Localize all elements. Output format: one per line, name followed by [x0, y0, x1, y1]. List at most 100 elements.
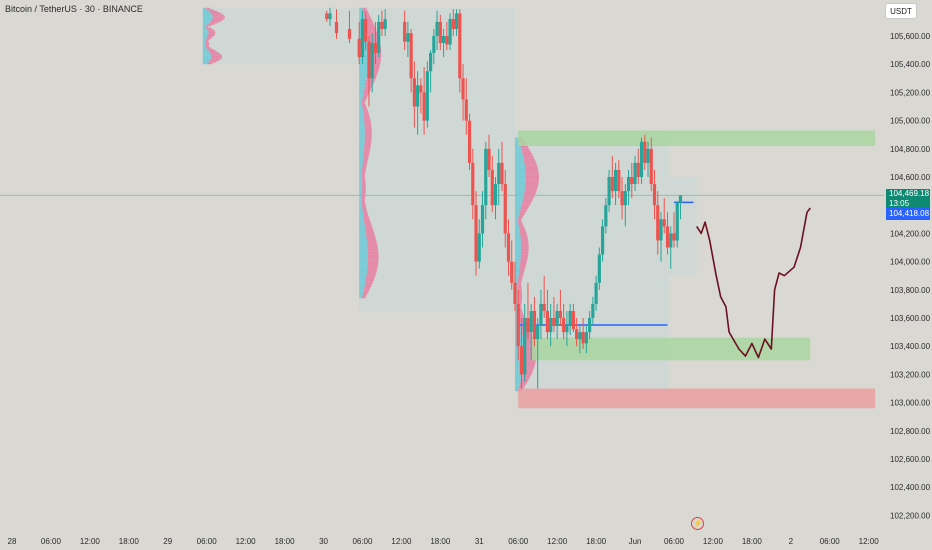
- volume-profile-bar: [518, 296, 523, 299]
- x-tick-label: 12:00: [236, 537, 257, 546]
- volume-profile-bar: [518, 274, 524, 276]
- volume-profile-bar: [359, 216, 364, 218]
- volume-profile-bar: [523, 341, 535, 344]
- volume-profile-bar: [359, 64, 369, 66]
- volume-profile-bar: [359, 145, 365, 148]
- volume-profile-bar: [359, 286, 365, 289]
- volume-profile-bar: [524, 189, 537, 192]
- candle-body: [630, 177, 634, 185]
- volume-profile-bar: [514, 158, 524, 161]
- volume-profile-bar: [363, 90, 370, 93]
- volume-profile-bar: [518, 291, 522, 293]
- volume-profile-bar: [359, 222, 365, 224]
- volume-profile-bar: [514, 182, 526, 185]
- volume-profile-bar: [514, 234, 521, 237]
- volume-profile-bar: [359, 133, 365, 135]
- volume-profile-bar: [367, 31, 378, 34]
- volume-profile-bar: [514, 380, 521, 382]
- volume-profile-bar: [518, 299, 522, 302]
- volume-profile-bar: [364, 133, 372, 135]
- volume-profile-bar: [205, 38, 210, 41]
- volume-profile-bar: [202, 28, 208, 31]
- flash-icon[interactable]: ⚡: [691, 517, 704, 530]
- volume-profile-bar: [523, 370, 533, 372]
- y-tick-label: 102,400.00: [890, 483, 931, 492]
- volume-profile-bar: [365, 226, 373, 228]
- volume-profile-bar: [211, 54, 222, 56]
- volume-profile-bar: [514, 358, 525, 361]
- volume-profile-bar: [514, 210, 520, 213]
- currency-button[interactable]: USDT: [885, 3, 917, 19]
- volume-profile-bar: [359, 127, 365, 130]
- candle-body: [562, 318, 566, 333]
- volume-profile-bar: [202, 34, 208, 36]
- volume-profile-bar: [359, 167, 363, 169]
- volume-profile-bar: [362, 212, 368, 214]
- volume-profile-bar: [359, 168, 363, 170]
- volume-profile-bar: [514, 309, 519, 311]
- volume-profile-bar: [523, 157, 534, 159]
- volume-profile-bar: [514, 351, 525, 354]
- volume-profile-bar: [202, 48, 208, 51]
- candle-body: [656, 205, 660, 241]
- candle-body: [578, 332, 582, 340]
- volume-profile-bar: [365, 231, 375, 234]
- volume-profile-bar: [522, 334, 532, 337]
- volume-profile-bar: [366, 240, 377, 242]
- volume-profile-bar: [365, 20, 373, 22]
- candle-body: [669, 233, 673, 248]
- volume-profile-bar: [364, 129, 372, 131]
- volume-profile-bar: [518, 301, 522, 303]
- volume-profile-bar: [368, 40, 380, 42]
- volume-profile-bar: [212, 14, 225, 17]
- volume-profile-bar: [514, 365, 524, 368]
- volume-profile-bar: [514, 261, 521, 263]
- candle-body: [471, 162, 475, 206]
- volume-profile-bar: [362, 169, 366, 172]
- candle-body: [373, 43, 378, 53]
- candle-body: [458, 13, 462, 79]
- candle-body: [526, 318, 530, 333]
- volume-profile-bar: [366, 237, 376, 240]
- volume-profile-bar: [359, 72, 368, 75]
- zone-demand-support: [531, 337, 811, 361]
- volume-profile-bar: [359, 271, 367, 273]
- volume-profile-bar: [514, 271, 520, 273]
- volume-profile-bar: [518, 216, 523, 218]
- volume-profile-bar: [525, 169, 539, 172]
- y-tick-label: 104,000.00: [890, 258, 931, 267]
- volume-profile-bar: [522, 372, 532, 375]
- volume-profile-bar: [359, 162, 363, 165]
- volume-profile-bar: [362, 105, 366, 107]
- volume-profile-bar: [359, 281, 366, 283]
- volume-profile-bar: [514, 374, 523, 376]
- candle-body: [474, 205, 478, 262]
- volume-profile-bar: [514, 157, 524, 159]
- volume-profile-bar: [517, 282, 522, 285]
- volume-profile-bar: [367, 258, 379, 261]
- candle-body: [480, 205, 485, 234]
- volume-profile-bar: [202, 57, 212, 59]
- volume-profile-bar: [524, 354, 537, 357]
- volume-profile-bar: [202, 24, 207, 27]
- volume-profile-bar: [364, 19, 372, 21]
- volume-profile-bar: [359, 210, 363, 213]
- volume-profile-bar: [359, 224, 365, 227]
- volume-profile-bar: [363, 219, 370, 221]
- volume-profile-bar: [359, 143, 365, 145]
- candle-body: [493, 184, 498, 206]
- volume-profile-bar: [359, 284, 365, 286]
- volume-profile-bar: [202, 31, 209, 34]
- volume-profile-bar: [359, 68, 369, 70]
- volume-profile-bar: [514, 244, 522, 247]
- candle-body: [416, 85, 420, 107]
- volume-profile-bar: [202, 20, 211, 22]
- volume-profile-bar: [359, 191, 363, 193]
- volume-profile-bar: [525, 179, 539, 182]
- volume-profile-bar: [520, 145, 528, 148]
- volume-profile-bar: [364, 136, 372, 138]
- volume-profile-bar: [211, 57, 222, 59]
- volume-profile-bar: [514, 274, 519, 276]
- volume-profile-bar: [517, 219, 522, 221]
